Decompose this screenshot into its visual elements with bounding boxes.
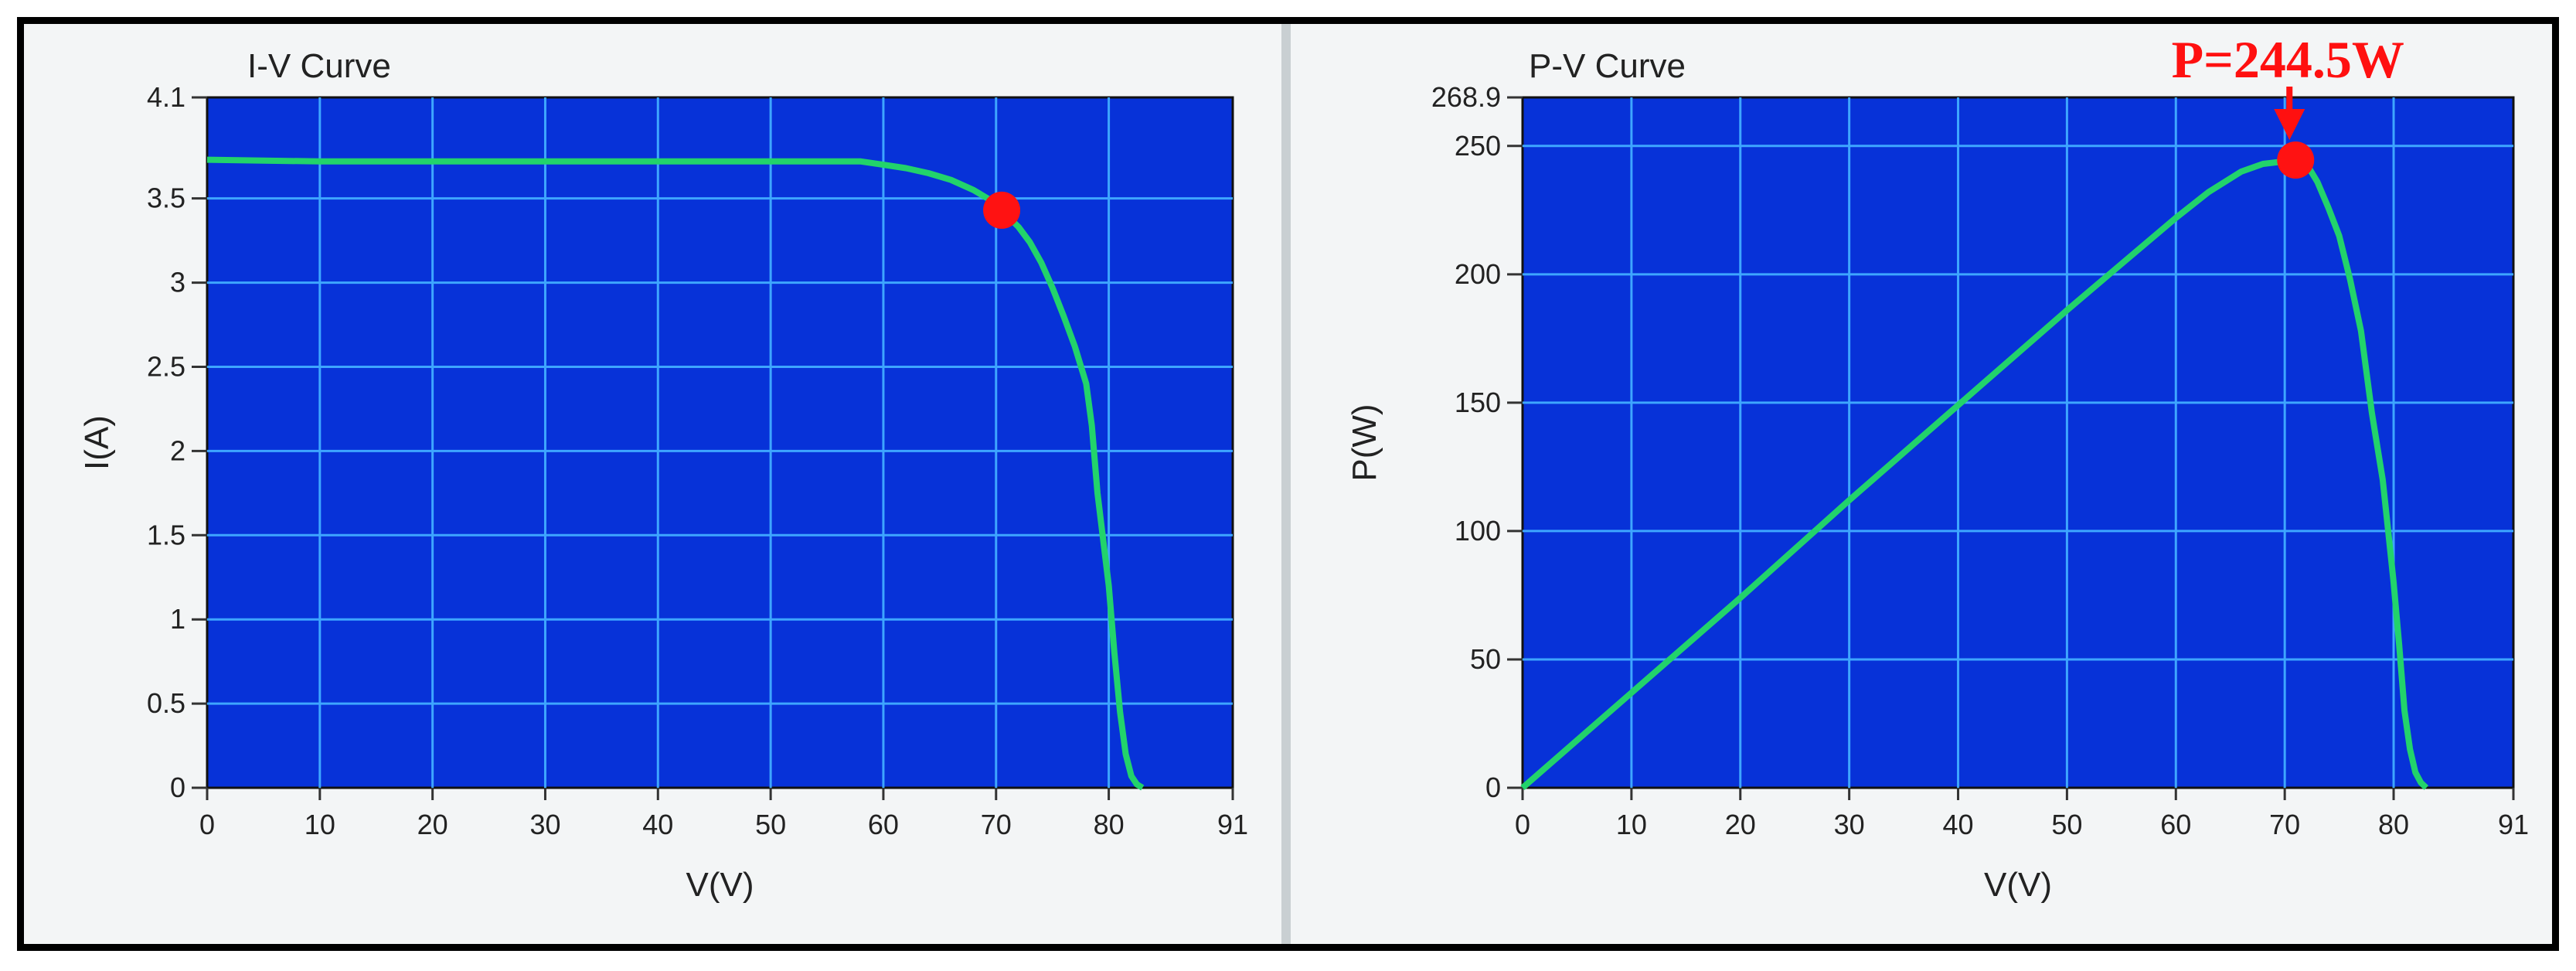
iv-x-tick-label: 10 bbox=[305, 809, 335, 840]
pv-x-tick-label: 40 bbox=[1942, 809, 1973, 840]
iv-curve-series-0 bbox=[206, 156, 1145, 791]
iv-plot-area bbox=[206, 96, 1234, 789]
pv-x-tick-label: 50 bbox=[2051, 809, 2082, 840]
iv-x-tick-label: 20 bbox=[417, 809, 448, 840]
iv-chart-title: I-V Curve bbox=[247, 47, 391, 85]
pv-annotation-label: P=244.5W bbox=[2172, 30, 2404, 89]
pv-chart-title: P-V Curve bbox=[1529, 47, 1686, 85]
pv-y-tick-label: 268.9 bbox=[1431, 81, 1501, 113]
pv-x-tick-label: 91 bbox=[2498, 809, 2529, 840]
iv-x-tick-label: 91 bbox=[1217, 809, 1248, 840]
pv-y-tick-label: 50 bbox=[1470, 643, 1501, 675]
iv-y-tick-label: 0 bbox=[170, 772, 185, 803]
pv-x-tick-label: 10 bbox=[1616, 809, 1647, 840]
pv-x-tick-label: 60 bbox=[2160, 809, 2191, 840]
pv-y-tick-label: 100 bbox=[1455, 515, 1501, 547]
iv-x-tick-label: 80 bbox=[1094, 809, 1125, 840]
iv-x-tick-label: 50 bbox=[755, 809, 786, 840]
iv-y-tick-label: 1.5 bbox=[147, 519, 185, 550]
panel-divider bbox=[1281, 24, 1291, 944]
pv-chart: 0 10 20 30 40 50 60 70 80 91 0 50 100 150 200 250 268.9 P… bbox=[1346, 30, 2529, 904]
iv-x-tick-label: 40 bbox=[642, 809, 673, 840]
pv-x-axis-label: V(V) bbox=[1984, 866, 2052, 904]
pv-y-tick-label: 0 bbox=[1485, 772, 1501, 803]
iv-y-tick-label: 3.5 bbox=[147, 182, 185, 214]
iv-y-tick-label: 0.5 bbox=[147, 687, 185, 719]
iv-x-tick-label: 70 bbox=[981, 809, 1012, 840]
pv-x-tick-label: 80 bbox=[2378, 809, 2409, 840]
iv-x-axis-label: V(V) bbox=[686, 866, 754, 904]
pv-plot-area bbox=[1521, 96, 2515, 789]
pv-x-tick-label: 0 bbox=[1515, 809, 1530, 840]
iv-y-tick-label: 2 bbox=[170, 434, 185, 466]
iv-max-power-point-marker bbox=[983, 191, 1021, 229]
pv-y-axis-label: P(W) bbox=[1346, 404, 1383, 481]
iv-chart: 0 10 20 30 40 50 60 70 80 91 0 0.5 1 1.5 2 2.5 3 3.5 4.1 I-… bbox=[78, 47, 1248, 904]
iv-x-tick-label: 0 bbox=[199, 809, 215, 840]
pv-y-tick-label: 200 bbox=[1455, 258, 1501, 290]
iv-y-tick-label: 1 bbox=[170, 603, 185, 635]
iv-y-tick-label: 3 bbox=[170, 267, 185, 298]
pv-x-tick-label: 30 bbox=[1834, 809, 1865, 840]
iv-x-tick-label: 30 bbox=[529, 809, 560, 840]
pv-max-power-point-marker bbox=[2277, 141, 2315, 179]
pv-y-tick-label: 250 bbox=[1455, 130, 1501, 162]
iv-y-axis-label: I(A) bbox=[78, 415, 116, 470]
pv-y-tick-label: 150 bbox=[1455, 387, 1501, 418]
pv-x-tick-label: 20 bbox=[1725, 809, 1756, 840]
pv-annotation-arrowhead bbox=[2274, 109, 2305, 141]
iv-x-tick-label: 60 bbox=[868, 809, 899, 840]
pv-x-tick-label: 70 bbox=[2269, 809, 2300, 840]
iv-y-tick-label: 4.1 bbox=[147, 81, 185, 113]
pv-curve-series-0 bbox=[1520, 157, 2429, 791]
iv-y-tick-label: 2.5 bbox=[147, 350, 185, 382]
